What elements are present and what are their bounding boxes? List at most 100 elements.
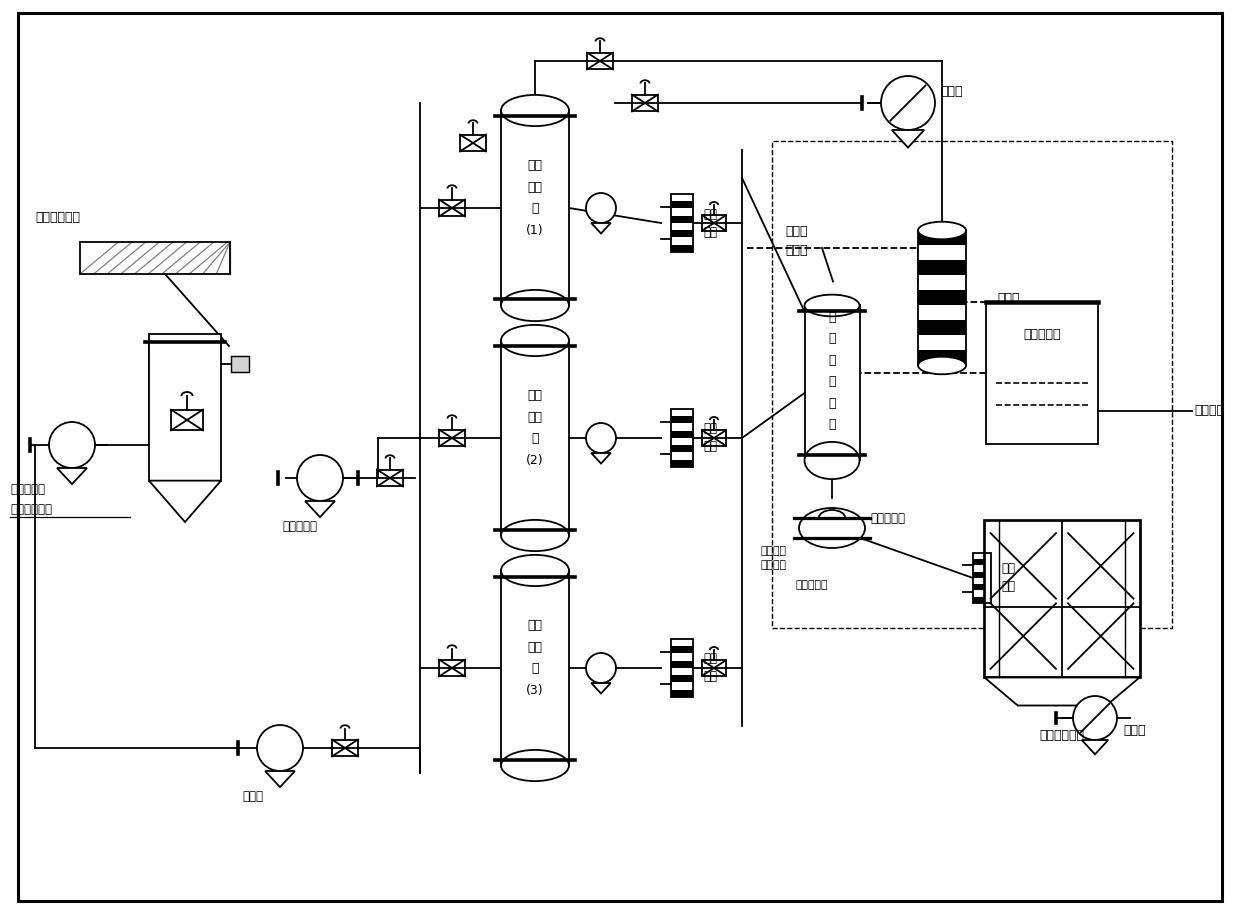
Bar xyxy=(332,740,358,757)
Bar xyxy=(671,683,693,689)
Bar xyxy=(671,438,693,446)
Bar xyxy=(671,215,693,223)
Ellipse shape xyxy=(799,508,866,548)
Bar xyxy=(918,246,966,260)
Circle shape xyxy=(587,193,616,223)
Circle shape xyxy=(298,455,343,501)
Bar xyxy=(439,429,465,446)
Text: 热交
换器: 热交 换器 xyxy=(703,423,717,454)
Polygon shape xyxy=(591,223,611,234)
Bar xyxy=(632,95,658,111)
Bar xyxy=(986,302,1097,444)
Bar xyxy=(918,320,966,335)
Bar xyxy=(973,553,991,560)
Bar xyxy=(671,201,693,208)
Bar xyxy=(671,424,693,431)
Polygon shape xyxy=(892,130,924,148)
Bar xyxy=(918,230,966,246)
Text: 金属盐
沉淀剂: 金属盐 沉淀剂 xyxy=(785,225,807,257)
Bar xyxy=(501,571,569,765)
Bar xyxy=(702,215,725,231)
Bar xyxy=(671,646,693,654)
Polygon shape xyxy=(591,683,611,694)
Bar xyxy=(973,560,991,565)
Bar xyxy=(671,409,693,416)
Bar xyxy=(671,416,693,424)
Bar xyxy=(501,110,569,306)
Bar xyxy=(805,306,859,460)
Bar xyxy=(587,53,613,69)
Ellipse shape xyxy=(918,222,966,239)
Bar xyxy=(918,306,966,320)
Ellipse shape xyxy=(501,325,569,356)
Polygon shape xyxy=(1081,740,1109,754)
Bar xyxy=(671,453,693,460)
Bar xyxy=(702,430,725,446)
Bar xyxy=(973,591,991,597)
Polygon shape xyxy=(149,480,221,522)
Bar xyxy=(918,230,966,365)
Circle shape xyxy=(1073,696,1117,740)
Ellipse shape xyxy=(501,555,569,586)
Text: 盐酸回收器: 盐酸回收器 xyxy=(1023,329,1060,341)
Bar xyxy=(671,194,693,201)
Text: 金
属
盐
分
离
器: 金 属 盐 分 离 器 xyxy=(828,310,836,431)
Polygon shape xyxy=(265,771,295,787)
Bar xyxy=(918,335,966,351)
Text: 热交
换器: 热交 换器 xyxy=(1001,562,1016,593)
Bar xyxy=(671,223,693,230)
Bar xyxy=(918,351,966,365)
Text: 催化剂传输带: 催化剂传输带 xyxy=(35,211,81,224)
Circle shape xyxy=(50,422,95,468)
Bar xyxy=(918,260,966,276)
Bar xyxy=(671,689,693,697)
Bar xyxy=(985,520,1140,677)
Text: 液体泵入
酸洗废液: 液体泵入 酸洗废液 xyxy=(760,546,786,570)
Bar xyxy=(671,431,693,438)
Bar xyxy=(973,584,991,591)
Bar xyxy=(671,460,693,467)
Text: 催化剂混合器: 催化剂混合器 xyxy=(10,503,52,516)
Circle shape xyxy=(587,653,616,683)
Text: 金属盐回收: 金属盐回收 xyxy=(795,580,827,590)
Bar xyxy=(671,639,693,697)
Bar xyxy=(702,660,725,676)
Bar xyxy=(377,469,403,487)
Polygon shape xyxy=(985,677,1140,706)
Bar xyxy=(460,134,486,152)
Text: 减压
分馏
器
(1): 减压 分馏 器 (1) xyxy=(526,159,544,236)
Bar xyxy=(918,276,966,290)
Text: 离心分离机: 离心分离机 xyxy=(870,511,905,524)
Bar xyxy=(671,208,693,215)
Ellipse shape xyxy=(918,357,966,374)
Text: 催化剂浓缩器: 催化剂浓缩器 xyxy=(1039,729,1085,742)
Bar xyxy=(671,654,693,661)
Bar xyxy=(149,334,221,480)
Bar xyxy=(973,553,991,603)
Bar xyxy=(671,230,693,237)
Ellipse shape xyxy=(501,519,569,551)
Text: 特种耐酸泵: 特种耐酸泵 xyxy=(10,483,45,496)
Bar xyxy=(671,639,693,646)
Text: 热交
换器: 热交 换器 xyxy=(703,207,717,238)
Bar xyxy=(231,356,249,372)
Bar xyxy=(918,290,966,306)
Bar xyxy=(171,410,203,430)
Bar xyxy=(671,194,693,252)
Bar xyxy=(81,242,229,274)
Text: 减压
分馏
器
(2): 减压 分馏 器 (2) xyxy=(526,389,544,467)
Bar xyxy=(973,565,991,572)
Bar xyxy=(973,597,991,603)
Bar xyxy=(671,237,693,245)
Bar xyxy=(671,661,693,668)
Text: 冷凝器: 冷凝器 xyxy=(997,291,1019,305)
Polygon shape xyxy=(305,501,335,517)
Text: 热交
换器: 热交 换器 xyxy=(703,653,717,684)
Circle shape xyxy=(587,423,616,453)
Polygon shape xyxy=(591,453,611,464)
Circle shape xyxy=(880,76,935,130)
Text: 真空泵: 真空泵 xyxy=(1123,723,1146,737)
Bar xyxy=(439,200,465,216)
Bar xyxy=(501,341,569,536)
Ellipse shape xyxy=(805,442,859,479)
